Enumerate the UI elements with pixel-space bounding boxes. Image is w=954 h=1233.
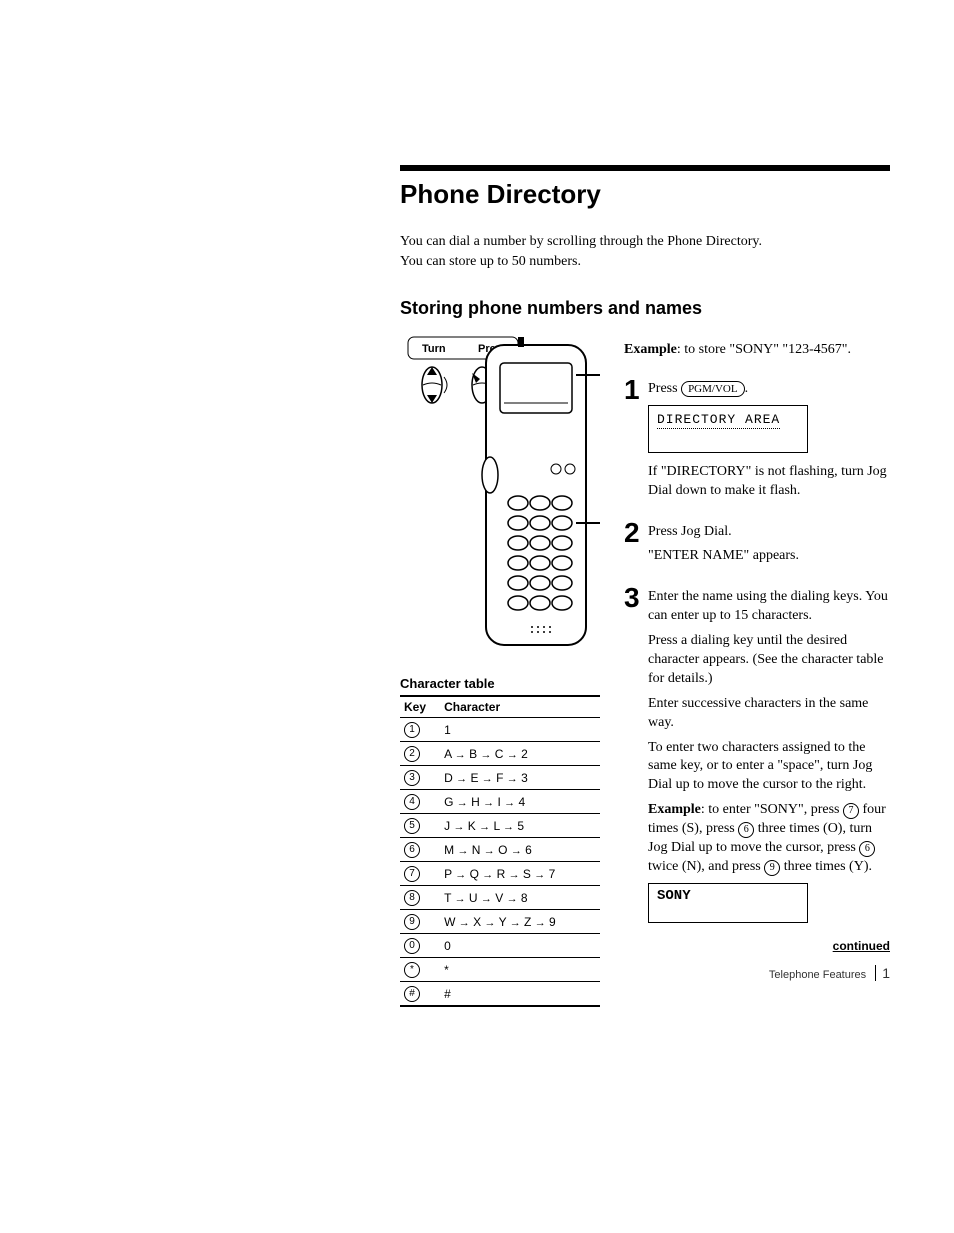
pgm-vol-button: PGM/VOL (681, 381, 745, 397)
key-circle-icon: 8 (404, 890, 420, 906)
example-text: : to store "SONY" "123-4567". (677, 342, 851, 357)
step-3-ex-a: : to enter "SONY", press (701, 802, 843, 817)
page-title: Phone Directory (400, 179, 890, 210)
char-table-key-cell: 6 (400, 838, 440, 862)
key-circle-icon: 5 (404, 818, 420, 834)
heading-rule (400, 165, 890, 171)
key-circle-icon: 7 (404, 866, 420, 882)
key-9-icon: 9 (764, 860, 780, 876)
step-3-p2: Press a dialing key until the desired ch… (648, 632, 890, 689)
key-circle-icon: 0 (404, 938, 420, 954)
continued-label: continued (624, 939, 890, 953)
step-3-ex-d: twice (N), and press (648, 859, 764, 874)
key-6a-icon: 6 (738, 822, 754, 838)
key-6b-icon: 6 (859, 841, 875, 857)
key-circle-icon: 2 (404, 746, 420, 762)
step-3: 3 Enter the name using the dialing keys.… (624, 582, 890, 928)
step-2-result: "ENTER NAME" appears. (648, 547, 890, 566)
char-table-key-cell: 0 (400, 934, 440, 958)
char-table-char-cell: A → B → C → 2 (440, 742, 600, 766)
char-table-row: 11 (400, 718, 600, 742)
char-table-key-cell: 2 (400, 742, 440, 766)
character-table: Key Character 112A → B → C → 23D → E → F… (400, 695, 600, 1007)
step-3-number: 3 (624, 582, 648, 928)
step-3-example: Example: to enter "SONY", press 7 four t… (648, 801, 890, 877)
char-table-char-cell: * (440, 958, 600, 982)
char-table-char-cell: T → U → V → 8 (440, 886, 600, 910)
char-table-key-cell: 9 (400, 910, 440, 934)
char-table-char-cell: 1 (440, 718, 600, 742)
step-1-text-b: . (745, 381, 749, 396)
footer-section: Telephone Features (769, 969, 866, 981)
char-table-row: ** (400, 958, 600, 982)
intro-block: You can dial a number by scrolling throu… (400, 234, 890, 270)
key-7-icon: 7 (843, 803, 859, 819)
char-table-key-cell: * (400, 958, 440, 982)
char-table-char-cell: W → X → Y → Z → 9 (440, 910, 600, 934)
footer-page-number: 1 (875, 965, 890, 981)
char-table-row: 3 D → E → F → 3 (400, 766, 600, 790)
key-circle-icon: 6 (404, 842, 420, 858)
intro-line-1: You can dial a number by scrolling throu… (400, 234, 890, 250)
lcd-display-1: DIRECTORY AREA (648, 405, 808, 453)
page-footer: Telephone Features 1 (624, 965, 890, 981)
step-1-note: If "DIRECTORY" is not flashing, turn Jog… (648, 463, 890, 501)
step-2-text: Press Jog Dial. (648, 523, 890, 542)
char-table-key-cell: 7 (400, 862, 440, 886)
char-table-key-cell: 4 (400, 790, 440, 814)
char-table-char-cell: G → H → I → 4 (440, 790, 600, 814)
char-table-header-key: Key (400, 696, 440, 718)
key-circle-icon: # (404, 986, 420, 1002)
step-1-text-a: Press (648, 381, 681, 396)
char-table-key-cell: 5 (400, 814, 440, 838)
char-table-row: 8 T → U → V → 8 (400, 886, 600, 910)
intro-line-2: You can store up to 50 numbers. (400, 254, 890, 270)
char-table-char-cell: # (440, 982, 600, 1007)
char-table-row: 6 M → N → O → 6 (400, 838, 600, 862)
char-table-title: Character table (400, 676, 600, 691)
step-3-p4: To enter two characters assigned to the … (648, 739, 890, 796)
step-3-example-label: Example (648, 802, 701, 817)
char-table-key-cell: 1 (400, 718, 440, 742)
step-3-ex-e: three times (Y). (780, 859, 872, 874)
key-circle-icon: 4 (404, 794, 420, 810)
char-table-row: ## (400, 982, 600, 1007)
char-table-char-cell: M → N → O → 6 (440, 838, 600, 862)
key-circle-icon: 1 (404, 722, 420, 738)
step-1: 1 Press PGM/VOL. DIRECTORY AREA If "DIRE… (624, 374, 890, 507)
char-table-key-cell: # (400, 982, 440, 1007)
step-2-number: 2 (624, 517, 648, 573)
char-table-key-cell: 8 (400, 886, 440, 910)
phone-diagram: Turn Press (400, 335, 600, 660)
char-table-char-cell: 0 (440, 934, 600, 958)
char-table-char-cell: J → K → L → 5 (440, 814, 600, 838)
key-circle-icon: 3 (404, 770, 420, 786)
example-label: Example (624, 342, 677, 357)
step-3-p1: Enter the name using the dialing keys. Y… (648, 588, 890, 626)
lcd-display-2: SONY (648, 883, 808, 923)
char-table-row: 2 A → B → C → 2 (400, 742, 600, 766)
svg-text:Turn: Turn (422, 343, 446, 355)
section-heading: Storing phone numbers and names (400, 298, 890, 319)
step-1-number: 1 (624, 374, 648, 507)
char-table-row: 9 W → X → Y → Z → 9 (400, 910, 600, 934)
char-table-row: 5 J → K → L → 5 (400, 814, 600, 838)
step-2: 2 Press Jog Dial. "ENTER NAME" appears. (624, 517, 890, 573)
lcd-2-text: SONY (657, 888, 691, 904)
char-table-row: 4 G → H → I → 4 (400, 790, 600, 814)
example-intro: Example: to store "SONY" "123-4567". (624, 341, 890, 360)
char-table-row: 7 P → Q → R → S → 7 (400, 862, 600, 886)
char-table-header-char: Character (440, 696, 600, 718)
step-3-p3: Enter successive characters in the same … (648, 695, 890, 733)
key-circle-icon: * (404, 962, 420, 978)
step-1-text: Press PGM/VOL. (648, 380, 890, 399)
char-table-char-cell: D → E → F → 3 (440, 766, 600, 790)
char-table-row: 00 (400, 934, 600, 958)
lcd-1-text: DIRECTORY AREA (657, 412, 780, 429)
char-table-key-cell: 3 (400, 766, 440, 790)
key-circle-icon: 9 (404, 914, 420, 930)
char-table-char-cell: P → Q → R → S → 7 (440, 862, 600, 886)
